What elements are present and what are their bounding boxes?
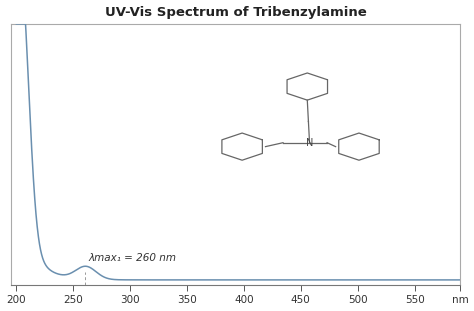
Text: λmax₁ = 260 nm: λmax₁ = 260 nm <box>88 253 176 263</box>
Title: UV-Vis Spectrum of Tribenzylamine: UV-Vis Spectrum of Tribenzylamine <box>105 6 366 19</box>
Text: N: N <box>306 138 313 148</box>
